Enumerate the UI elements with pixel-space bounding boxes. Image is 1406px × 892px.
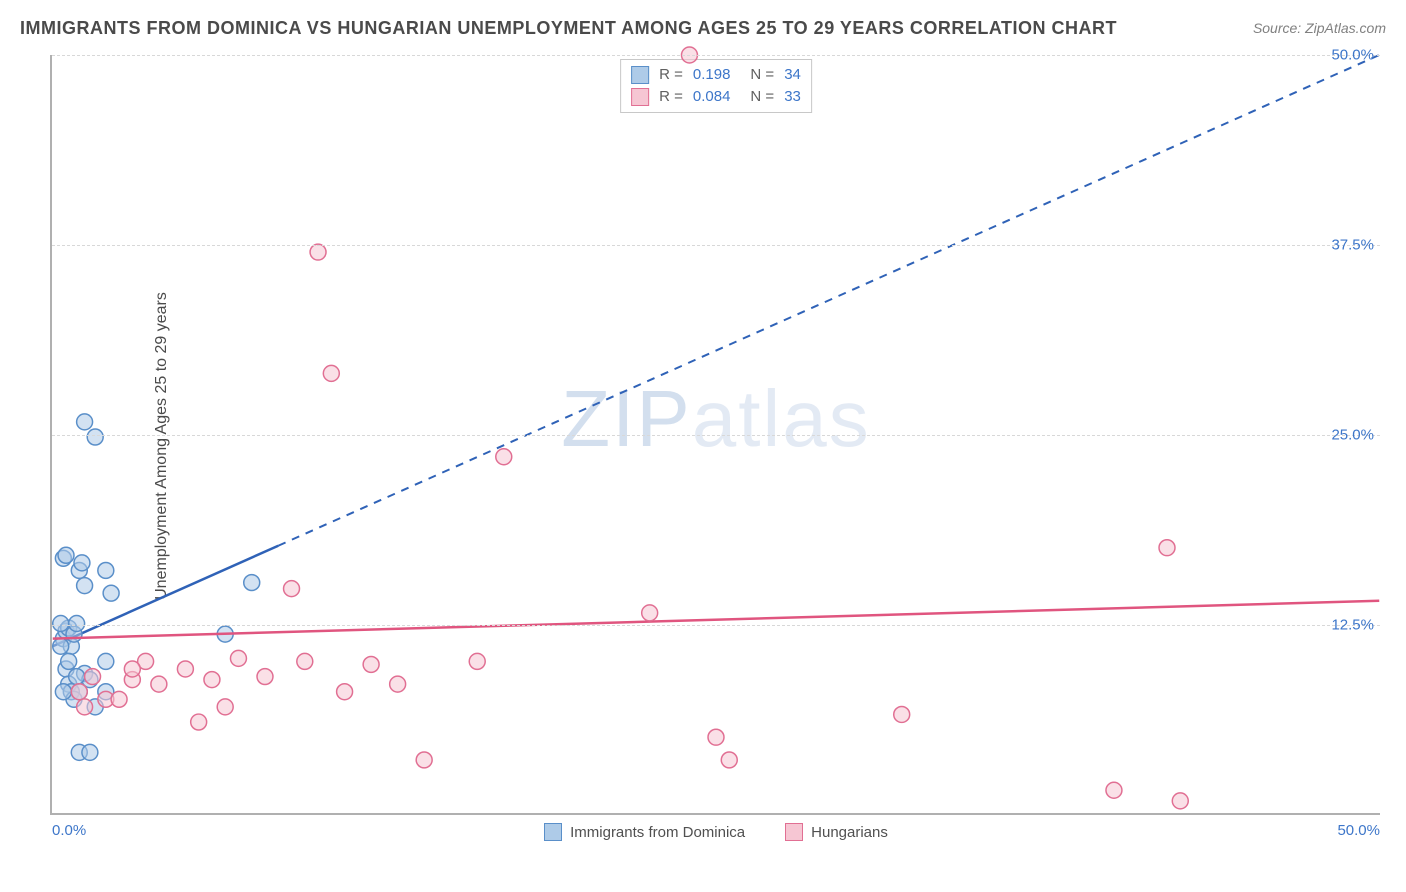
data-point bbox=[61, 653, 77, 669]
trend-line-solid bbox=[53, 601, 1380, 639]
data-point bbox=[1172, 793, 1188, 809]
gridline-h bbox=[52, 435, 1380, 436]
data-point bbox=[77, 699, 93, 715]
y-tick-label: 25.0% bbox=[1331, 427, 1374, 444]
data-point bbox=[98, 562, 114, 578]
x-tick-label: 50.0% bbox=[1337, 822, 1380, 839]
source-label: Source: bbox=[1253, 20, 1305, 36]
data-point bbox=[77, 578, 93, 594]
data-point bbox=[103, 585, 119, 601]
y-tick-label: 12.5% bbox=[1331, 617, 1374, 634]
legend-series-item: Hungarians bbox=[785, 823, 888, 841]
data-point bbox=[58, 547, 74, 563]
data-point bbox=[244, 575, 260, 591]
data-point bbox=[708, 729, 724, 745]
y-tick-label: 37.5% bbox=[1331, 237, 1374, 254]
gridline-h bbox=[52, 625, 1380, 626]
page-title: IMMIGRANTS FROM DOMINICA VS HUNGARIAN UN… bbox=[20, 18, 1117, 39]
data-point bbox=[87, 429, 103, 445]
data-point bbox=[469, 653, 485, 669]
gridline-h bbox=[52, 245, 1380, 246]
data-point bbox=[323, 365, 339, 381]
data-point bbox=[55, 684, 71, 700]
data-point bbox=[124, 661, 140, 677]
data-point bbox=[416, 752, 432, 768]
data-point bbox=[82, 744, 98, 760]
data-point bbox=[69, 669, 85, 685]
data-point bbox=[151, 676, 167, 692]
legend-swatch bbox=[544, 823, 562, 841]
data-point bbox=[642, 605, 658, 621]
data-point bbox=[894, 706, 910, 722]
chart-area: ZIPatlas R = 0.198 N = 34 R = 0.084 N = … bbox=[50, 55, 1380, 815]
data-point bbox=[496, 449, 512, 465]
x-tick-label: 0.0% bbox=[52, 822, 86, 839]
y-tick-label: 50.0% bbox=[1331, 47, 1374, 64]
legend-series: Immigrants from Dominica Hungarians bbox=[52, 823, 1380, 841]
data-point bbox=[230, 650, 246, 666]
data-point bbox=[390, 676, 406, 692]
data-point bbox=[71, 684, 87, 700]
gridline-h bbox=[52, 55, 1380, 56]
data-point bbox=[74, 555, 90, 571]
data-point bbox=[177, 661, 193, 677]
legend-series-label: Immigrants from Dominica bbox=[570, 824, 745, 841]
source-attribution: Source: ZipAtlas.com bbox=[1253, 20, 1386, 36]
data-point bbox=[1106, 782, 1122, 798]
data-point bbox=[257, 669, 273, 685]
data-point bbox=[310, 244, 326, 260]
data-point bbox=[1159, 540, 1175, 556]
data-point bbox=[98, 653, 114, 669]
chart-svg bbox=[52, 55, 1380, 813]
data-point bbox=[363, 656, 379, 672]
data-point bbox=[297, 653, 313, 669]
legend-series-item: Immigrants from Dominica bbox=[544, 823, 745, 841]
data-point bbox=[77, 414, 93, 430]
data-point bbox=[69, 616, 85, 632]
legend-series-label: Hungarians bbox=[811, 824, 888, 841]
data-point bbox=[217, 699, 233, 715]
data-point bbox=[111, 691, 127, 707]
source-name: ZipAtlas.com bbox=[1305, 20, 1386, 36]
data-point bbox=[204, 672, 220, 688]
legend-swatch bbox=[785, 823, 803, 841]
data-point bbox=[284, 581, 300, 597]
data-point bbox=[53, 616, 69, 632]
data-point bbox=[85, 669, 101, 685]
data-point bbox=[191, 714, 207, 730]
data-point bbox=[53, 638, 69, 654]
data-point bbox=[721, 752, 737, 768]
trend-line-dashed bbox=[278, 55, 1379, 546]
data-point bbox=[337, 684, 353, 700]
